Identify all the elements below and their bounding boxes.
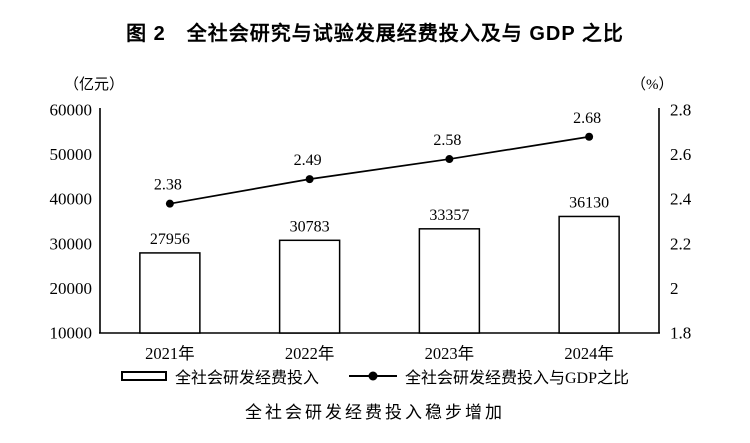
right-axis-tick-label: 2 — [670, 279, 679, 298]
line-point-marker — [165, 199, 174, 208]
left-axis-tick-label: 50000 — [50, 145, 93, 164]
line-value-label: 2.38 — [154, 177, 182, 194]
bar-2021年 — [139, 252, 201, 334]
line-point-marker — [305, 175, 314, 184]
x-axis-category-label: 2023年 — [425, 344, 475, 363]
bar-value-label: 36130 — [569, 194, 609, 211]
bar-value-label: 33357 — [429, 207, 469, 224]
bar-2024年 — [558, 215, 620, 334]
line-point-marker — [585, 132, 594, 141]
chart-title: 图 2 全社会研究与试验发展经费投入及与 GDP 之比 — [126, 23, 624, 45]
left-axis-tick-label: 60000 — [50, 101, 93, 120]
bar-value-label: 30783 — [290, 218, 330, 235]
left-axis-tick-label: 30000 — [50, 234, 93, 253]
right-axis-tick-label: 2.2 — [670, 234, 691, 253]
right-axis-tick-label: 1.8 — [670, 324, 691, 343]
right-axis-unit-label: （%） — [631, 77, 674, 93]
bar-2023年 — [418, 228, 481, 334]
legend-item-line: 全社会研发经费投入与GDP之比 — [349, 364, 629, 388]
x-axis-category-label: 2024年 — [564, 344, 614, 363]
x-axis-category-label: 2021年 — [145, 344, 195, 363]
line-point-marker — [445, 155, 454, 164]
bar-swatch-icon — [120, 371, 167, 381]
left-axis-unit-label: （亿元） — [64, 77, 125, 93]
legend-item-bar: 全社会研发经费投入 — [120, 364, 319, 388]
line-value-label: 2.49 — [294, 152, 322, 169]
right-axis-tick-label: 2.6 — [670, 145, 691, 164]
line-dot-swatch-icon — [349, 371, 397, 381]
line-value-label: 2.58 — [433, 132, 461, 149]
left-axis-tick-label: 40000 — [50, 190, 93, 209]
bar-2022年 — [278, 239, 341, 334]
bar-value-label: 27956 — [150, 231, 190, 248]
legend-line-label: 全社会研发经费投入与GDP之比 — [405, 370, 630, 387]
x-axis-category-label: 2022年 — [285, 344, 335, 363]
legend-bar-label: 全社会研发经费投入 — [174, 370, 319, 387]
figure-caption: 全社会研发经费投入稳步增加 — [245, 403, 505, 422]
right-axis-tick-label: 2.8 — [670, 101, 691, 120]
left-axis-tick-label: 20000 — [50, 279, 93, 298]
chart-legend: 全社会研发经费投入 全社会研发经费投入与GDP之比 — [0, 364, 750, 388]
right-axis-tick-label: 2.4 — [670, 190, 692, 209]
line-value-label: 2.68 — [573, 110, 601, 127]
gdp-ratio-line — [169, 135, 590, 205]
left-axis-tick-label: 10000 — [50, 324, 93, 343]
